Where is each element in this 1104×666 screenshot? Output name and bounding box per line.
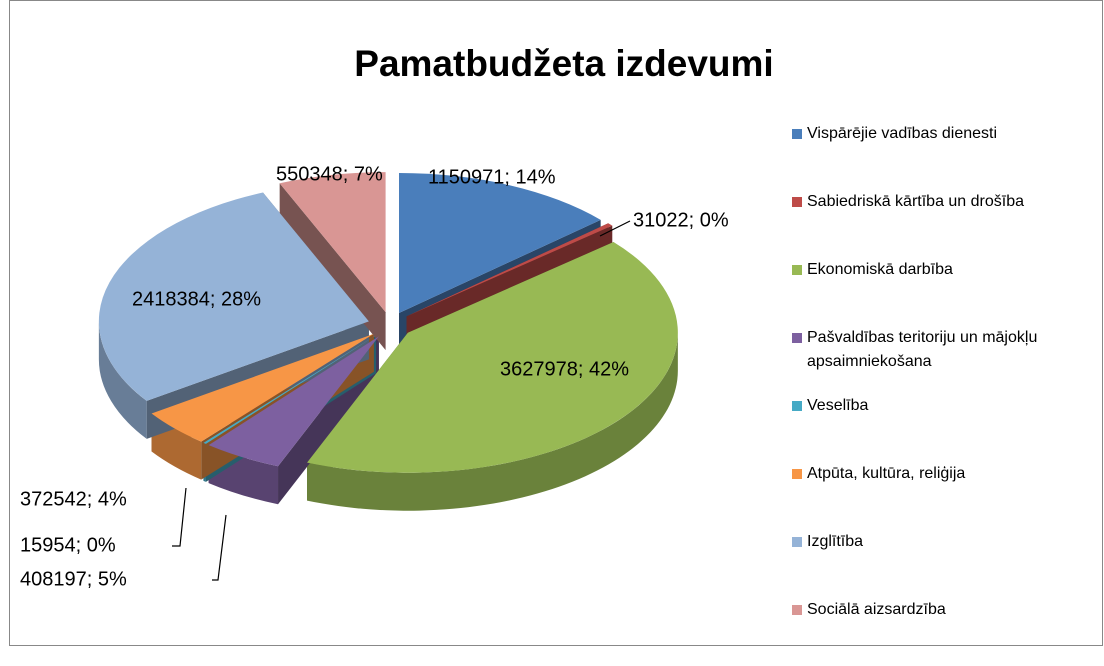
data-label: 1150971; 14% (428, 166, 556, 188)
slice-side (307, 332, 678, 511)
legend-swatch (792, 537, 802, 547)
legend-entry: Atpūta, kultūra, reliģija (790, 462, 1090, 530)
slice (151, 333, 374, 442)
slice (208, 336, 379, 467)
legend-label: Izglītība (807, 533, 864, 550)
legend-entry: Izglītība (790, 530, 1090, 598)
data-label: 408197; 5% (20, 568, 127, 590)
slice (203, 335, 377, 444)
legend-swatch (792, 605, 802, 615)
data-label: 372542; 4% (20, 488, 127, 510)
pie-tops (98, 172, 678, 473)
legend-entry: Veselība (790, 394, 1090, 462)
legend-swatch (792, 265, 802, 275)
legend-swatch (792, 401, 802, 411)
legend-label: Sabiedriskā kārtība un drošība (807, 193, 1025, 210)
legend-label: Pašvaldības teritoriju un mājokļu apsaim… (807, 329, 1038, 370)
legend-swatch (792, 333, 802, 343)
slice (279, 172, 386, 313)
legend-entry: Pašvaldības teritoriju un mājokļu apsaim… (790, 326, 1090, 394)
slice (399, 172, 601, 313)
chart-title: Pamatbudžeta izdevumi (354, 43, 773, 84)
legend-label: Ekonomiskā darbība (807, 261, 953, 278)
slice-side (98, 321, 147, 439)
legend-swatch (792, 469, 802, 479)
legend-entry: Sociālā aizsardzība (790, 598, 1090, 666)
data-label: 15954; 0% (20, 534, 116, 556)
legend-entry: Vispārējie vadības dienesti (790, 122, 1090, 190)
legend-label: Sociālā aizsardzība (807, 601, 946, 618)
data-label: 3627978; 42% (500, 358, 629, 380)
frame (9, 0, 1103, 646)
legend-label: Veselība (807, 397, 869, 414)
slice (406, 223, 613, 317)
legend: Vispārējie vadības dienesti Sabiedriskā k… (790, 122, 1090, 666)
data-label: 550348; 7% (276, 163, 383, 185)
slice-wall (279, 183, 386, 351)
chart: Pamatbudžeta izdevumi 1150971; 14% 31022;… (9, 0, 1103, 646)
legend-label: Atpūta, kultūra, reliģija (807, 465, 966, 482)
legend-label: Vispārējie vadības dienesti (807, 125, 998, 142)
legend-entry: Sabiedriskā kārtība un drošība (790, 190, 1090, 258)
leader-line (599, 220, 631, 237)
legend-swatch (792, 197, 802, 207)
leader-line (172, 487, 187, 547)
chart-svg: Pamatbudžeta izdevumi 1150971; 14% 31022;… (9, 0, 1103, 646)
leader-line (212, 514, 227, 581)
data-label: 31022; 0% (633, 209, 729, 231)
slice (307, 242, 678, 473)
slice (98, 192, 369, 401)
data-label: 2418384; 28% (132, 288, 261, 310)
legend-swatch (792, 129, 802, 139)
legend-entry: Ekonomiskā darbība (790, 258, 1090, 326)
